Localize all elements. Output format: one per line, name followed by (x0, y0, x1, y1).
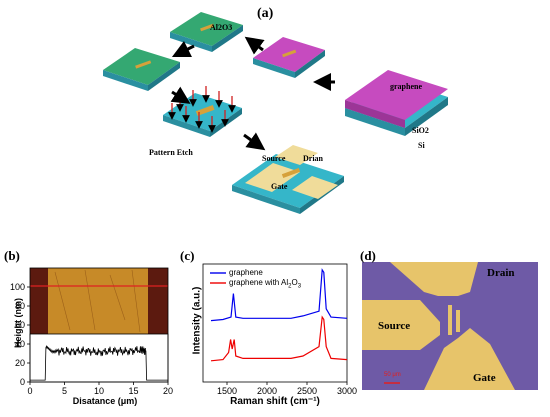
y-tick-label: 20 (15, 358, 25, 368)
x-tick-label: 2500 (297, 386, 317, 396)
label-sio2: SiO2 (412, 126, 429, 135)
raman-series-graphene (210, 268, 348, 322)
x-tick-label: 0 (27, 386, 32, 396)
legend-graphene-al2o3: graphene with Al2O3 (229, 278, 302, 290)
x-tick-label: 3000 (337, 386, 357, 396)
afm-panel (29, 267, 169, 383)
x-tick-label: 2000 (257, 386, 277, 396)
raman-series-graphene-al2o3 (210, 315, 348, 362)
afm-image (30, 268, 168, 334)
label-graphene: graphene (390, 82, 422, 91)
label-al2o3: Al2O3 (210, 23, 233, 32)
legend-graphene: graphene (229, 268, 263, 277)
label-source-d: Source (378, 320, 411, 332)
x-tick-label: 15 (128, 386, 138, 396)
y-tick-label: 0 (20, 377, 25, 387)
panel-c-x-ticks: 1500 2000 2500 3000 (217, 382, 357, 396)
label-si: Si (418, 141, 425, 150)
x-tick-label: 10 (94, 386, 104, 396)
graphene-transfer-stack (253, 37, 325, 78)
x-tick-label: 1500 (217, 386, 237, 396)
label-gate: Gate (271, 182, 288, 191)
panel-b-ylabel: Height (nm) (13, 298, 23, 348)
height-profile-line (30, 344, 168, 381)
scale-label: 50 μm (384, 372, 401, 378)
panel-b-xlabel: Disatance (μm) (72, 396, 138, 406)
label-drain-d: Drain (487, 267, 515, 279)
panel-b-x-ticks: 0 5 10 15 20 (27, 382, 173, 396)
raman-plot-frame (202, 263, 348, 383)
panel-b-y-ticks: 0 20 40 60 80 100 (10, 282, 30, 387)
panel-c-label: (c) (180, 248, 195, 263)
y-tick-label: 60 (15, 320, 25, 330)
device-stack (232, 145, 344, 214)
panel-b-label: (b) (4, 248, 20, 263)
panel-c-ylabel: Intensity (a.u.) (191, 286, 203, 355)
green-stack (103, 48, 180, 91)
panel-c-xlabel: Raman shift (cm⁻¹) (230, 396, 320, 407)
y-tick-label: 80 (15, 301, 25, 311)
al2o3-stack (170, 12, 243, 52)
panel-d-label: (d) (360, 248, 376, 263)
x-tick-label: 20 (163, 386, 173, 396)
label-gate-d: Gate (473, 372, 496, 384)
y-tick-label: 40 (15, 339, 25, 349)
panel-a-label: (a) (257, 6, 274, 21)
micrograph (362, 262, 538, 390)
label-source: Source (262, 154, 286, 163)
substrate-stack (345, 70, 448, 136)
x-tick-label: 5 (62, 386, 67, 396)
label-drian: Drian (303, 154, 323, 163)
label-pattern-etch: Pattern Etch (149, 148, 193, 157)
y-tick-label: 100 (10, 282, 25, 292)
